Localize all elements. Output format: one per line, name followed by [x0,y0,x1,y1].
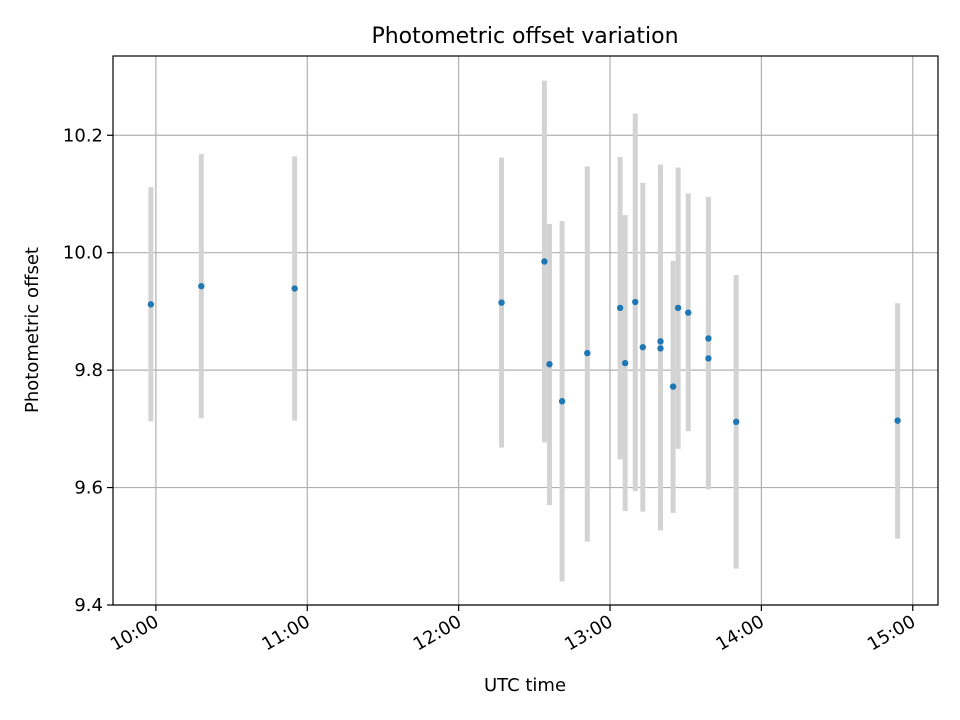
data-point [558,398,566,405]
data-point [616,304,624,312]
y-axis-ticks: 9.4 9.6 9.8 10.0 10.2 [63,125,113,616]
data-point [685,309,692,316]
y-tick-label: 10.2 [63,125,103,146]
data-point [669,383,677,390]
data-point [657,338,664,345]
y-axis-label: Photometric offset [22,247,43,413]
data-point [621,359,629,367]
data-point [639,344,647,351]
data-point [705,335,712,342]
data-point [732,418,740,426]
plot-area-frame [112,55,939,606]
y-tick-label: 9.8 [74,360,103,381]
data-point [546,361,553,368]
data-point [657,345,664,352]
x-axis-label: UTC time [484,675,566,696]
data-point [291,285,298,292]
data-point [705,355,712,362]
data-point [147,301,155,308]
data-point [894,417,901,424]
data-point [498,299,505,306]
data-point [674,304,682,312]
data-point [198,282,205,290]
y-tick-label: 10.0 [63,243,103,264]
data-point [541,258,548,265]
y-tick-label: 9.6 [74,478,103,499]
chart-title: Photometric offset variation [371,24,678,49]
y-tick-label: 9.4 [74,595,103,616]
data-point [584,349,591,357]
data-point [632,298,639,306]
data-markers [147,258,901,426]
